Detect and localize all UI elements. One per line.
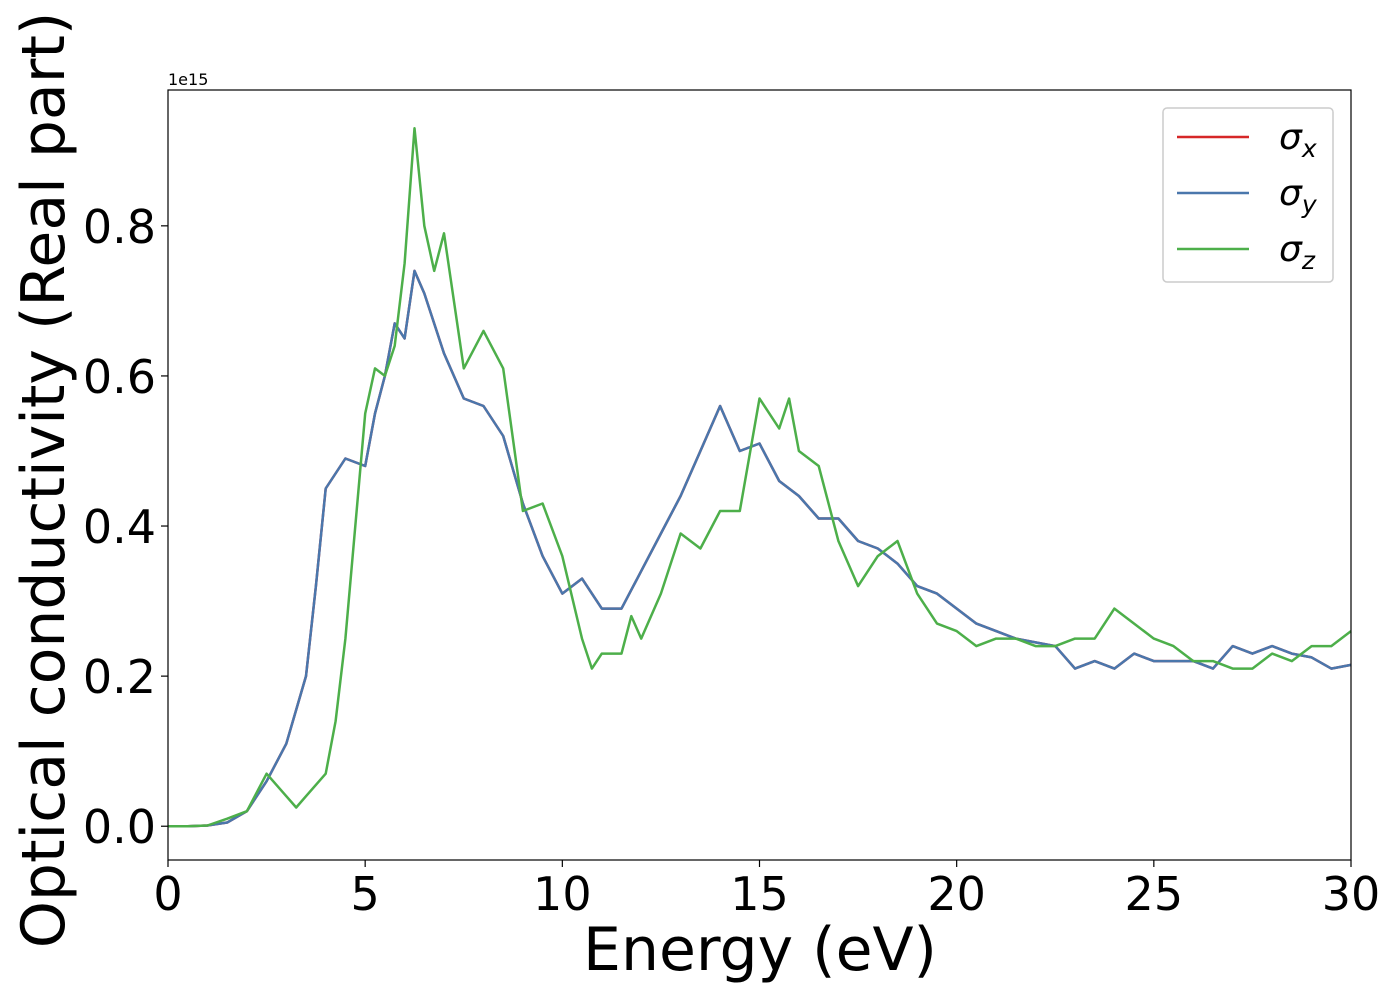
y-tick-label: 0.2: [83, 650, 156, 704]
x-tick-label: 25: [1125, 867, 1184, 921]
y-tick-label: 0.4: [83, 500, 156, 554]
data-line: [168, 127, 1352, 828]
y-offset-label: 1e15: [168, 70, 208, 89]
legend-label: σy: [1279, 173, 1318, 219]
x-tick-label: 15: [730, 867, 789, 921]
x-tick-label: 10: [533, 867, 592, 921]
y-axis-label: Optical conductivity (Real part): [9, 12, 79, 949]
legend-box: [1162, 107, 1334, 283]
legend-label: σz: [1279, 229, 1316, 275]
y-tick-label: 0.6: [83, 350, 156, 404]
plot-frame: [167, 89, 1352, 861]
x-tick-label: 20: [927, 867, 986, 921]
x-tick-label: 0: [153, 867, 182, 921]
x-tick-label: 5: [351, 867, 380, 921]
data-line: [168, 269, 1352, 828]
data-line: [168, 269, 1352, 828]
y-tick-label: 0.8: [83, 200, 156, 254]
x-axis-label: Energy (eV): [583, 915, 937, 985]
y-tick-label: 0.0: [83, 800, 156, 854]
legend-label: σx: [1279, 117, 1317, 163]
x-tick-label: 30: [1322, 867, 1381, 921]
